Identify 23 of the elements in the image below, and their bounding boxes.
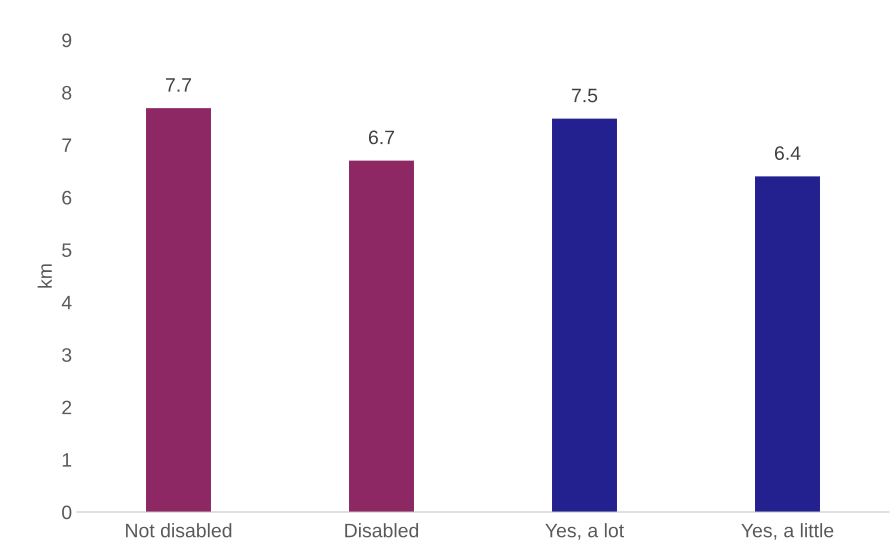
bar [755,176,820,512]
y-tick-label: 8 [62,86,72,100]
y-tick-label: 4 [62,296,72,310]
y-tick-label: 0 [62,505,72,520]
data-label: 7.7 [166,78,192,92]
y-tick-label: 5 [62,243,72,258]
x-tick-label: Disabled [345,523,418,538]
data-label: 6.4 [774,146,800,160]
x-tick-label: Not disabled [126,523,232,538]
x-tick-label: Yes, a lot [545,523,624,540]
y-tick-label: 6 [62,190,72,205]
y-axis-title: km [38,264,52,288]
bar [146,108,211,512]
bar [552,118,617,512]
data-label: 7.5 [572,88,598,102]
y-tick-label: 3 [62,348,72,362]
y-tick-label: 7 [62,138,72,152]
y-tick-label: 9 [62,33,72,48]
bar [349,160,414,512]
y-tick-label: 2 [62,400,72,414]
y-tick-label: 1 [62,453,72,467]
x-tick-label: Yes, a little [741,523,834,540]
data-label: 6.7 [368,130,394,144]
